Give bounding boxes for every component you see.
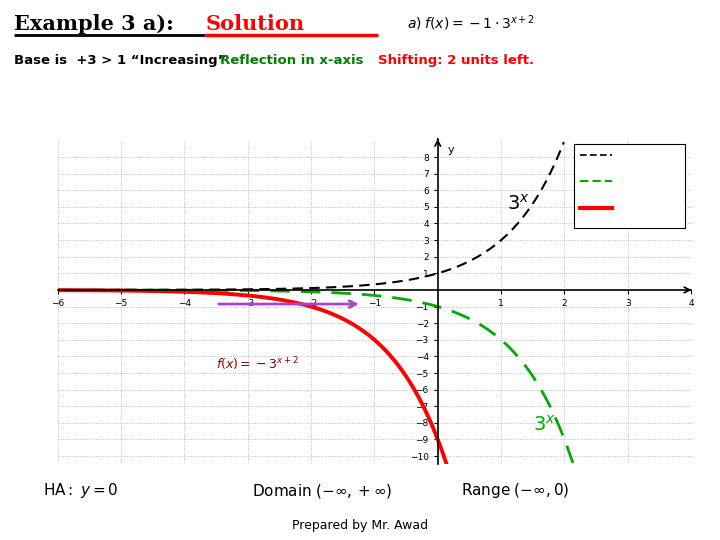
Text: $3^x$: $3^x$ bbox=[533, 415, 556, 435]
Text: Base is  +3 > 1 “Increasing”: Base is +3 > 1 “Increasing” bbox=[14, 54, 227, 67]
Text: $a)\;f(x)=-1\cdot3^{x+2}$: $a)\;f(x)=-1\cdot3^{x+2}$ bbox=[407, 14, 535, 33]
Text: Reflection in x-axis: Reflection in x-axis bbox=[220, 54, 363, 67]
FancyBboxPatch shape bbox=[574, 144, 685, 228]
Text: $\mathrm{Range}\;(-\infty,0)$: $\mathrm{Range}\;(-\infty,0)$ bbox=[461, 481, 569, 500]
Text: $\mathrm{Domain}\;(-\infty,+\infty)$: $\mathrm{Domain}\;(-\infty,+\infty)$ bbox=[252, 482, 392, 500]
Text: $\mathrm{HA}:\;y=0$: $\mathrm{HA}:\;y=0$ bbox=[43, 481, 119, 500]
Text: Solution: Solution bbox=[205, 14, 305, 33]
Text: $3^x$: $3^x$ bbox=[508, 194, 530, 214]
Text: Shifting: 2 units left.: Shifting: 2 units left. bbox=[378, 54, 534, 67]
Text: y: y bbox=[447, 145, 454, 156]
Text: Example 3 a):: Example 3 a): bbox=[14, 14, 181, 33]
Text: $f(x)=-3^{x+2}$: $f(x)=-3^{x+2}$ bbox=[216, 356, 299, 373]
Text: Prepared by Mr. Awad: Prepared by Mr. Awad bbox=[292, 519, 428, 532]
